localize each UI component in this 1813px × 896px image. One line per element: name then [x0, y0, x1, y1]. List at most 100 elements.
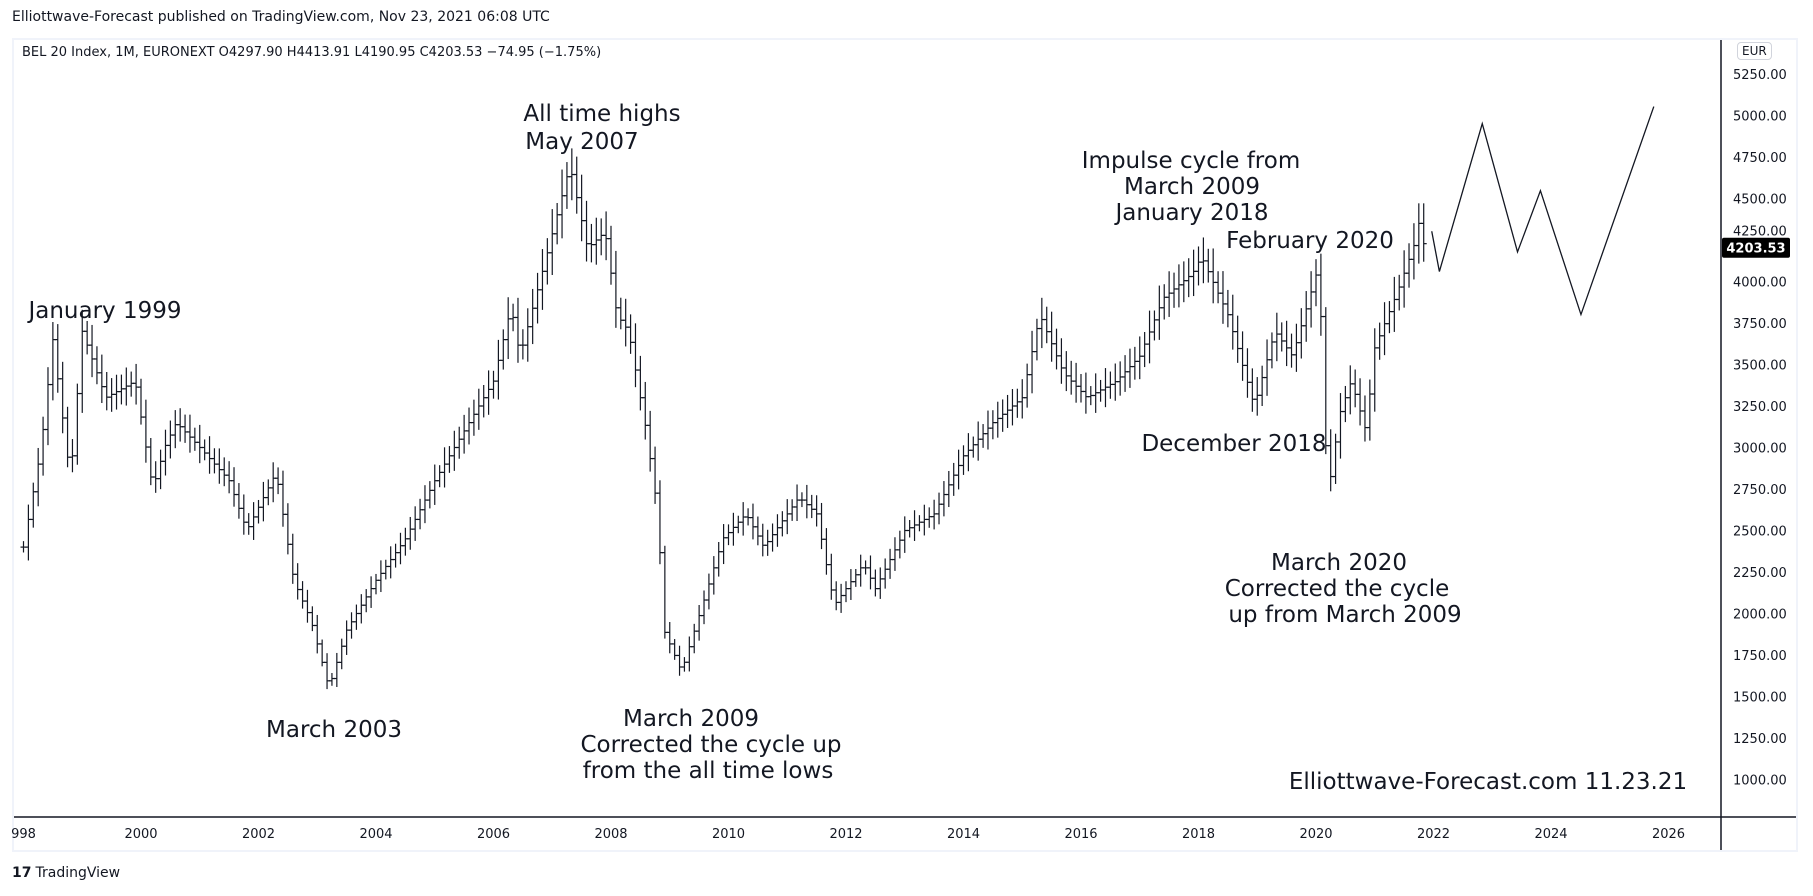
price-bar [294, 563, 301, 600]
price-bar [98, 354, 105, 404]
price-bar [279, 470, 286, 527]
price-bar [1073, 362, 1080, 403]
price-bar [813, 495, 820, 527]
price-bar [896, 530, 903, 559]
price-bar [803, 484, 810, 519]
price-bar [1420, 203, 1427, 262]
price-bar [1273, 312, 1280, 362]
tradingview-brand[interactable]: 𝟭𝟳 TradingView [12, 865, 120, 881]
price-bar [1117, 361, 1124, 396]
price-bar [598, 218, 605, 256]
price-bar [926, 507, 933, 528]
price-bar [843, 581, 849, 603]
price-bar [1082, 372, 1089, 414]
price-bar [1131, 346, 1138, 380]
price-bar [647, 410, 654, 472]
price-bar [64, 406, 71, 468]
price-bar [676, 645, 683, 676]
price-bar [887, 548, 894, 579]
price-bar [1185, 258, 1192, 298]
price-bar [901, 516, 908, 553]
symbol-legend[interactable]: BEL 20 Index, 1M, EURONEXT O4297.90 H441… [22, 45, 602, 60]
price-bar [563, 162, 570, 209]
time-tick-label: 2002 [242, 827, 275, 842]
price-bar [950, 462, 957, 496]
price-bar [818, 502, 825, 550]
price-bar [720, 524, 727, 565]
price-bar [1298, 308, 1305, 359]
annotation: March 2009 [623, 706, 759, 732]
price-bar [980, 424, 987, 448]
price-bar [475, 388, 482, 430]
price-bar [691, 623, 698, 654]
price-bar [353, 604, 360, 630]
time-tick-label: 2016 [1064, 827, 1097, 842]
annotation: Impulse cycle from [1082, 148, 1300, 174]
price-bar [304, 589, 311, 623]
price-bar [891, 537, 898, 571]
time-tick-label: 2012 [829, 827, 862, 842]
price-bar [382, 559, 389, 580]
brand-label: TradingView [35, 865, 121, 881]
projection-line [1431, 106, 1655, 317]
price-bar [514, 297, 521, 363]
price-tick-label: 4750.00 [1733, 151, 1787, 166]
price-bar [1210, 248, 1217, 304]
annotation: up from March 2009 [1228, 602, 1461, 628]
annotation: March 2020 [1271, 550, 1407, 576]
price-bar [1288, 333, 1295, 368]
price-bar [936, 492, 943, 525]
price-bar [715, 542, 722, 577]
price-bar [93, 346, 100, 385]
time-tick-label: 2004 [359, 827, 392, 842]
price-bar [84, 320, 91, 355]
price-bar [779, 511, 786, 537]
price-bar [759, 523, 766, 557]
price-bar [196, 424, 203, 464]
price-bar [343, 620, 350, 655]
price-bar [49, 322, 56, 401]
price-bar [1371, 328, 1378, 412]
price-bar [133, 363, 140, 405]
price-bar [823, 528, 830, 575]
price-bar [235, 483, 242, 519]
price-bar [221, 457, 228, 487]
price-bar [54, 324, 61, 393]
annotation: March 2003 [266, 717, 402, 743]
price-bar [1122, 355, 1129, 392]
price-bar [931, 499, 938, 530]
price-bar [1406, 243, 1413, 288]
price-bar [1308, 271, 1315, 328]
price-bar [172, 410, 179, 449]
price-bar [270, 462, 277, 503]
price-bar [945, 470, 952, 508]
price-bar [794, 484, 801, 522]
price-bar [583, 200, 590, 262]
price-bar [1171, 272, 1178, 308]
currency-button[interactable]: EUR [1737, 42, 1772, 60]
price-bar [309, 606, 316, 632]
price-tick-label: 3000.00 [1733, 442, 1787, 457]
price-bar [1014, 388, 1021, 418]
price-bar [397, 532, 404, 565]
price-bar [407, 516, 414, 550]
price-bar [35, 447, 42, 507]
time-tick-label: 2018 [1182, 827, 1215, 842]
price-bar [789, 499, 796, 521]
price-tick-label: 3500.00 [1733, 359, 1787, 374]
price-bar [1332, 433, 1339, 484]
price-bar [44, 367, 51, 446]
price-bar [1264, 339, 1271, 396]
price-bar [784, 499, 791, 535]
price-tick-label: 4000.00 [1733, 276, 1787, 291]
price-bar [1175, 264, 1182, 308]
price-bar [857, 554, 864, 587]
price-bar [705, 573, 712, 610]
price-bar [1136, 336, 1143, 380]
time-tick-label: 2000 [124, 827, 157, 842]
price-bar [1347, 365, 1354, 415]
price-bar [431, 464, 438, 505]
price-bar [1224, 289, 1231, 328]
price-bar [250, 502, 257, 540]
